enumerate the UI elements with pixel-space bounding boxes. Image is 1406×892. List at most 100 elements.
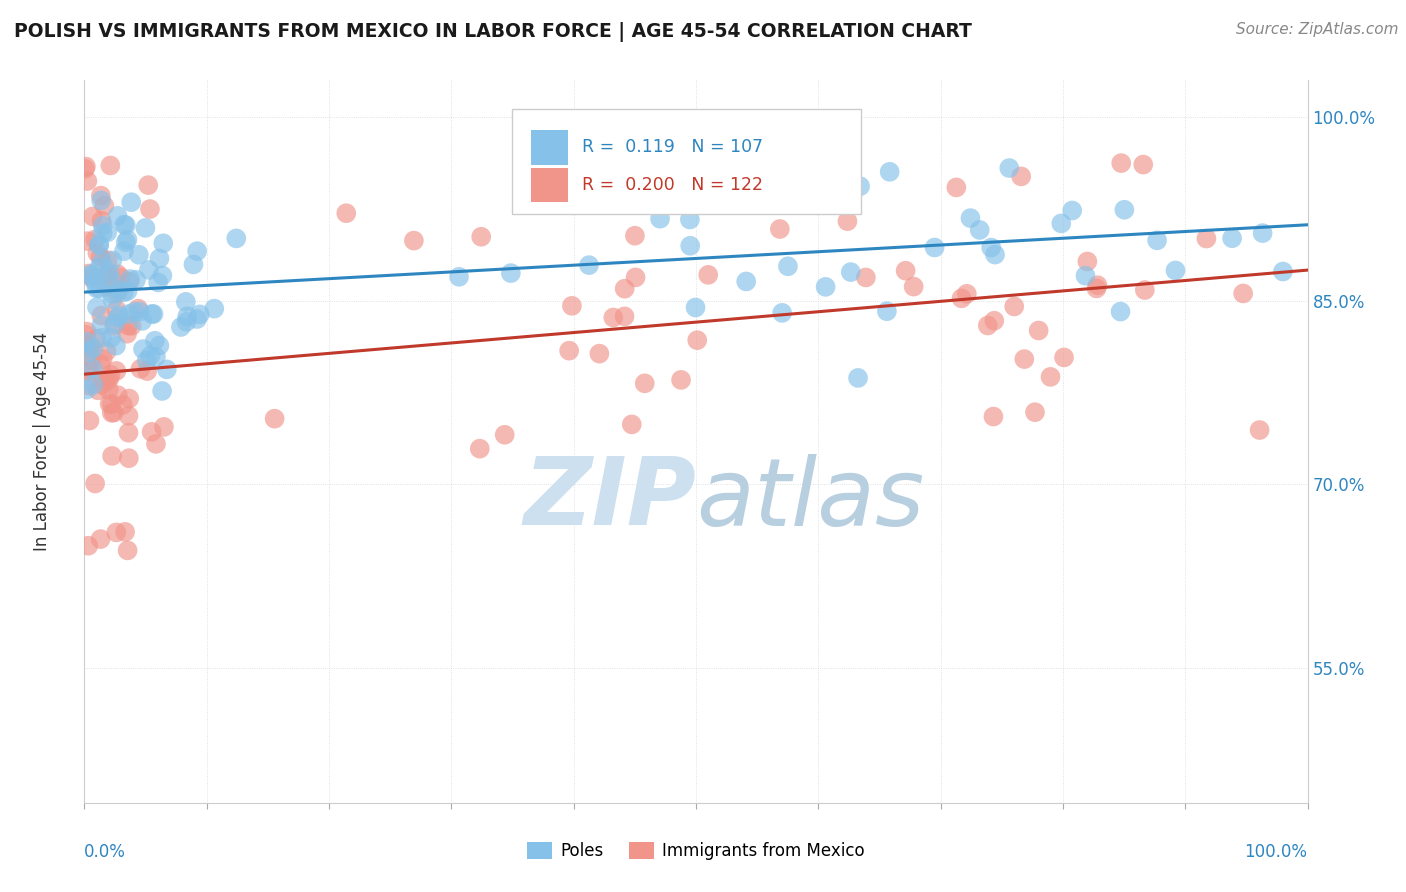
Point bbox=[142, 307, 165, 321]
Point bbox=[499, 266, 522, 280]
Point bbox=[1114, 202, 1136, 217]
Point bbox=[735, 275, 758, 289]
Point bbox=[152, 236, 174, 251]
Point bbox=[150, 384, 173, 398]
Point bbox=[697, 268, 720, 282]
Point bbox=[776, 260, 799, 274]
Point bbox=[105, 525, 128, 540]
Point bbox=[1271, 264, 1294, 278]
Point bbox=[90, 357, 112, 371]
Point bbox=[984, 247, 1007, 261]
Point bbox=[86, 246, 108, 260]
Point bbox=[145, 350, 167, 364]
Point bbox=[1195, 231, 1218, 245]
Text: In Labor Force | Age 45-54: In Labor Force | Age 45-54 bbox=[32, 332, 51, 551]
Point bbox=[839, 265, 862, 279]
Point bbox=[588, 346, 610, 360]
Point bbox=[100, 397, 122, 411]
Point bbox=[96, 344, 118, 359]
Point bbox=[980, 241, 1002, 255]
Point bbox=[959, 211, 981, 226]
Point bbox=[1232, 286, 1254, 301]
Point bbox=[103, 318, 125, 333]
Point bbox=[145, 437, 167, 451]
Point bbox=[101, 406, 124, 420]
Point bbox=[969, 223, 991, 237]
Point bbox=[1039, 370, 1062, 384]
Point bbox=[131, 314, 153, 328]
Point bbox=[117, 543, 139, 558]
Point bbox=[561, 299, 583, 313]
Point bbox=[613, 310, 636, 324]
Bar bbox=[531, 168, 568, 202]
Point bbox=[1028, 324, 1050, 338]
Point bbox=[447, 269, 470, 284]
Point bbox=[118, 451, 141, 466]
Point bbox=[127, 301, 149, 316]
Point bbox=[77, 267, 100, 281]
Point bbox=[76, 325, 98, 339]
Point bbox=[128, 248, 150, 262]
Point bbox=[1109, 156, 1132, 170]
Point bbox=[624, 228, 647, 243]
Point bbox=[578, 258, 600, 272]
Point bbox=[93, 199, 115, 213]
Text: 0.0%: 0.0% bbox=[84, 843, 127, 861]
Point bbox=[107, 388, 129, 402]
Point bbox=[100, 368, 122, 382]
Point bbox=[494, 427, 516, 442]
Point bbox=[86, 281, 108, 295]
Point bbox=[634, 376, 657, 391]
Point bbox=[1133, 283, 1156, 297]
Point bbox=[82, 377, 104, 392]
Point bbox=[129, 361, 152, 376]
Point bbox=[176, 315, 198, 329]
Point bbox=[90, 213, 112, 227]
Point bbox=[101, 253, 124, 268]
Point bbox=[87, 384, 110, 398]
Text: R =  0.200   N = 122: R = 0.200 N = 122 bbox=[582, 176, 763, 194]
Text: 100.0%: 100.0% bbox=[1244, 843, 1308, 861]
Bar bbox=[531, 130, 568, 165]
Point bbox=[96, 374, 118, 388]
Point bbox=[202, 301, 225, 316]
Point bbox=[117, 318, 139, 333]
Point bbox=[112, 218, 135, 232]
Point bbox=[90, 194, 112, 208]
Point bbox=[148, 338, 170, 352]
Point bbox=[118, 307, 141, 321]
Point bbox=[402, 234, 425, 248]
Point bbox=[950, 291, 973, 305]
Point bbox=[101, 287, 124, 301]
Point bbox=[686, 333, 709, 347]
Point bbox=[89, 281, 111, 295]
Point bbox=[107, 285, 129, 300]
Point bbox=[139, 349, 162, 363]
Text: ZIP: ZIP bbox=[523, 453, 696, 545]
Point bbox=[89, 237, 111, 252]
Point bbox=[115, 326, 138, 341]
Text: POLISH VS IMMIGRANTS FROM MEXICO IN LABOR FORCE | AGE 45-54 CORRELATION CHART: POLISH VS IMMIGRANTS FROM MEXICO IN LABO… bbox=[14, 22, 972, 42]
Point bbox=[96, 226, 118, 240]
Point bbox=[1109, 304, 1132, 318]
Point bbox=[80, 267, 103, 281]
Point bbox=[79, 364, 101, 378]
Point bbox=[924, 240, 946, 254]
Point bbox=[174, 294, 197, 309]
Point bbox=[1014, 352, 1036, 367]
Point bbox=[112, 285, 135, 300]
Point bbox=[108, 309, 131, 323]
Point bbox=[80, 269, 103, 284]
Point bbox=[1076, 254, 1098, 268]
Point bbox=[136, 178, 159, 193]
Point bbox=[1053, 351, 1076, 365]
Point bbox=[170, 320, 193, 334]
Point bbox=[82, 361, 104, 376]
Point bbox=[132, 342, 155, 356]
Point bbox=[120, 272, 142, 286]
Point bbox=[125, 273, 148, 287]
Point bbox=[855, 270, 877, 285]
Point bbox=[814, 280, 837, 294]
Point bbox=[128, 304, 150, 318]
Point bbox=[945, 180, 967, 194]
